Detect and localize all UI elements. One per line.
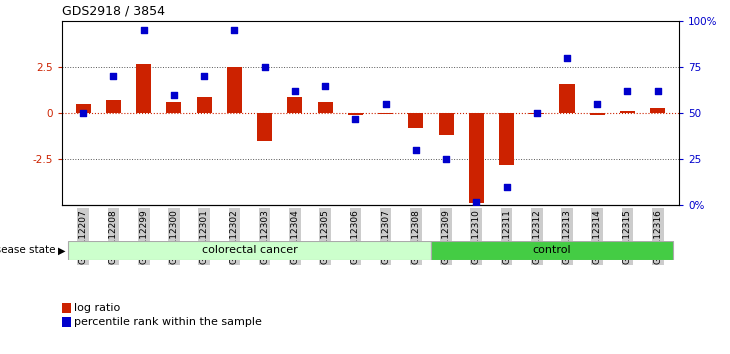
Bar bbox=[439, 113, 453, 135]
Text: GSM112313: GSM112313 bbox=[563, 209, 572, 264]
Text: GSM112302: GSM112302 bbox=[230, 209, 239, 264]
Bar bbox=[499, 113, 514, 165]
Text: log ratio: log ratio bbox=[74, 303, 120, 313]
Bar bbox=[559, 84, 575, 113]
Bar bbox=[288, 97, 302, 113]
Bar bbox=[347, 113, 363, 115]
Text: GSM112306: GSM112306 bbox=[351, 209, 360, 264]
Bar bbox=[529, 113, 545, 114]
Text: GSM112315: GSM112315 bbox=[623, 209, 632, 264]
Text: GSM112309: GSM112309 bbox=[442, 209, 450, 264]
Point bbox=[591, 101, 603, 107]
Text: GSM112312: GSM112312 bbox=[532, 209, 541, 264]
Point bbox=[470, 199, 482, 205]
Point bbox=[228, 28, 240, 33]
Text: colorectal cancer: colorectal cancer bbox=[201, 245, 297, 256]
Point bbox=[168, 92, 180, 98]
Bar bbox=[318, 102, 333, 113]
Point bbox=[199, 74, 210, 79]
Point bbox=[77, 110, 89, 116]
Text: GSM112304: GSM112304 bbox=[291, 209, 299, 264]
Text: GSM112305: GSM112305 bbox=[320, 209, 330, 264]
Text: GSM112311: GSM112311 bbox=[502, 209, 511, 264]
Text: GSM112314: GSM112314 bbox=[593, 209, 602, 264]
Bar bbox=[68, 241, 431, 260]
Bar bbox=[408, 113, 423, 128]
Bar bbox=[257, 113, 272, 141]
Text: GSM112300: GSM112300 bbox=[169, 209, 178, 264]
Bar bbox=[469, 113, 484, 204]
Point bbox=[107, 74, 119, 79]
Text: control: control bbox=[533, 245, 571, 256]
Point bbox=[622, 88, 634, 94]
Point bbox=[561, 55, 573, 61]
Bar bbox=[166, 102, 182, 113]
Bar bbox=[650, 108, 665, 113]
Text: percentile rank within the sample: percentile rank within the sample bbox=[74, 317, 261, 327]
Bar bbox=[76, 104, 91, 113]
Text: GDS2918 / 3854: GDS2918 / 3854 bbox=[62, 5, 165, 18]
Bar bbox=[378, 113, 393, 114]
Text: ▶: ▶ bbox=[58, 245, 66, 256]
Text: GSM112310: GSM112310 bbox=[472, 209, 481, 264]
Bar bbox=[227, 67, 242, 113]
Text: disease state: disease state bbox=[0, 245, 58, 256]
Point bbox=[259, 64, 271, 70]
Point bbox=[440, 156, 452, 162]
Bar bbox=[106, 101, 121, 113]
Text: GSM112299: GSM112299 bbox=[139, 209, 148, 264]
Point bbox=[501, 184, 512, 190]
Point bbox=[380, 101, 391, 107]
Text: GSM112316: GSM112316 bbox=[653, 209, 662, 264]
Text: GSM112208: GSM112208 bbox=[109, 209, 118, 264]
Text: GSM112303: GSM112303 bbox=[260, 209, 269, 264]
Text: GSM112207: GSM112207 bbox=[79, 209, 88, 264]
Text: GSM112307: GSM112307 bbox=[381, 209, 390, 264]
Point bbox=[289, 88, 301, 94]
Text: GSM112308: GSM112308 bbox=[411, 209, 420, 264]
Text: GSM112301: GSM112301 bbox=[200, 209, 209, 264]
Point bbox=[138, 28, 150, 33]
Bar bbox=[136, 64, 151, 113]
Point bbox=[410, 147, 422, 153]
Bar bbox=[620, 110, 635, 113]
Bar bbox=[590, 113, 605, 115]
Point bbox=[350, 116, 361, 122]
Bar bbox=[431, 241, 673, 260]
Point bbox=[531, 110, 542, 116]
Bar bbox=[196, 97, 212, 113]
Point bbox=[319, 83, 331, 88]
Point bbox=[652, 88, 664, 94]
